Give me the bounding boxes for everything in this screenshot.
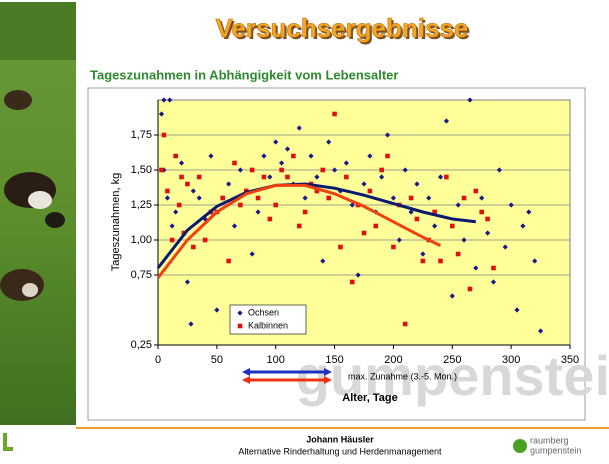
point [220, 196, 225, 201]
x-tick-label: 200 [384, 354, 402, 366]
point [456, 252, 461, 257]
point [238, 203, 243, 208]
point [177, 203, 182, 208]
point [159, 168, 164, 173]
point [403, 322, 408, 327]
cow-photo [0, 0, 76, 425]
point [256, 196, 261, 201]
point [262, 175, 267, 180]
point [173, 154, 178, 159]
point [273, 203, 278, 208]
point [373, 224, 378, 229]
x-axis-label: Alter, Tage [342, 392, 397, 404]
slide-title: Versuchsergebnisse [216, 13, 469, 43]
logo-line: gumpenstein [530, 445, 582, 455]
point [409, 196, 414, 201]
point [379, 168, 384, 173]
legend-marker [238, 324, 243, 329]
point [197, 175, 202, 180]
point [474, 189, 479, 194]
point [479, 210, 484, 215]
x-tick-label: 0 [155, 354, 161, 366]
point [203, 238, 208, 243]
x-tick-label: 250 [443, 354, 461, 366]
chart-title: Tageszunahmen in Abhängigkeit vom Lebens… [90, 67, 398, 82]
point [226, 259, 231, 264]
y-tick-label: 1,50 [131, 164, 152, 176]
point [279, 168, 284, 173]
plot: 0,25 0,75 1,00 1,25 1,50 1,75 0 50 100 150 200 250 3… [131, 97, 580, 366]
y-tick-label: 1,25 [131, 199, 152, 211]
point [444, 175, 449, 180]
point [232, 161, 237, 166]
footer-author: Johann Häusler [306, 434, 374, 444]
point [250, 168, 255, 173]
logo-line: raumberg [530, 435, 569, 445]
legend-label: Ochsen [248, 307, 279, 317]
point [391, 245, 396, 250]
point [491, 266, 496, 271]
x-tick-label: 150 [325, 354, 343, 366]
point [268, 217, 273, 222]
y-tick-label: 1,00 [131, 234, 152, 246]
point [291, 154, 296, 159]
point [185, 182, 190, 187]
point [368, 189, 373, 194]
point [338, 245, 343, 250]
point [462, 196, 467, 201]
x-tick-label: 100 [267, 354, 285, 366]
point [421, 259, 426, 264]
point [165, 189, 170, 194]
point [332, 112, 337, 117]
point [438, 259, 443, 264]
point [170, 238, 175, 243]
point [321, 168, 326, 173]
point [162, 133, 167, 138]
annotation: max. Zunahme (3.-5. Mon.) [348, 371, 457, 381]
slide: Versuchsergebnisse Versuchsergebnisse Ta… [0, 0, 609, 459]
x-tick-label: 300 [502, 354, 520, 366]
point [303, 210, 308, 215]
plot-area [158, 100, 570, 345]
legend-label: Kalbinnen [248, 320, 288, 330]
point [191, 245, 196, 250]
y-tick-label: 0,75 [131, 269, 152, 281]
point [385, 154, 390, 159]
point [344, 175, 349, 180]
point [450, 224, 455, 229]
point [297, 224, 302, 229]
point [468, 287, 473, 292]
point [362, 231, 367, 236]
x-tick-label: 50 [211, 354, 223, 366]
point [415, 217, 420, 222]
y-axis-label: Tageszunahmen, kg [110, 173, 122, 271]
point [179, 175, 184, 180]
y-tick-label: 1,75 [131, 129, 152, 141]
point [485, 217, 490, 222]
point [326, 196, 331, 201]
x-tick-label: 350 [561, 354, 579, 366]
point [285, 175, 290, 180]
y-tick-label: 0,25 [131, 339, 152, 351]
point [350, 280, 355, 285]
footer-department: Alternative Rinderhaltung und Herdenmana… [238, 446, 442, 456]
